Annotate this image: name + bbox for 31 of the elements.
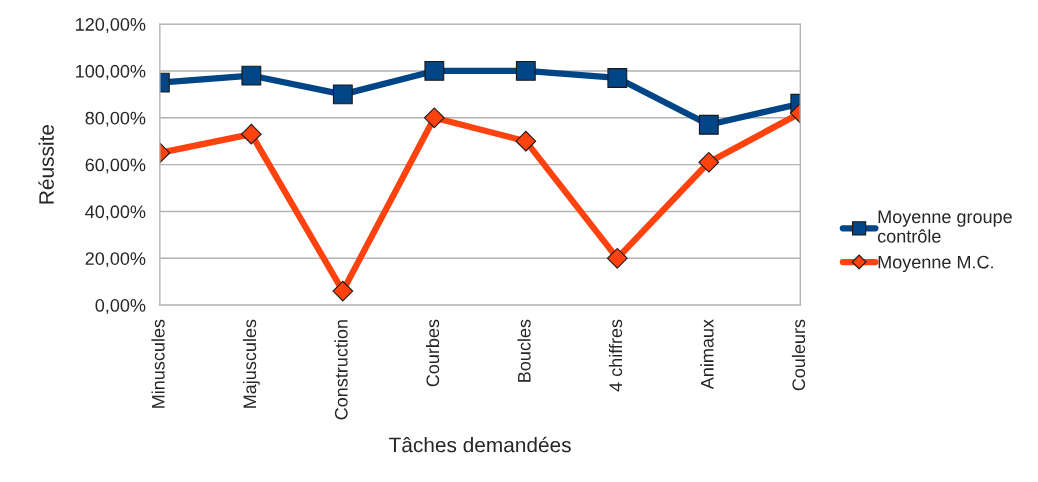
- y-tick-label: 0,00%: [95, 299, 146, 314]
- point: [698, 151, 720, 173]
- x-tick-label: Couleurs: [791, 319, 806, 391]
- point: [332, 84, 353, 105]
- y-tick-label: 80,00%: [85, 111, 146, 127]
- x-tick-label: 4 chiffres: [608, 319, 623, 392]
- point: [698, 114, 719, 135]
- point: [241, 65, 262, 86]
- y-tick-label: 20,00%: [85, 252, 146, 268]
- point: [606, 247, 628, 269]
- x-tick-label: Majuscules: [242, 319, 260, 408]
- point: [515, 61, 536, 81]
- point: [424, 61, 445, 81]
- x-tick-label: Courbes: [425, 319, 440, 387]
- y-tick-label: 40,00%: [85, 205, 146, 221]
- x-tick-label: Boucles: [517, 319, 531, 382]
- y-axis-title: Réussite: [38, 125, 54, 204]
- point: [423, 107, 445, 129]
- x-tick-label: Animaux: [700, 319, 714, 390]
- point: [240, 123, 262, 145]
- x-axis-title: Tâches demandées: [389, 436, 571, 453]
- legend-label: Moyenne groupe contrôle: [877, 210, 1012, 243]
- x-tick-label: Minuscules: [151, 319, 165, 408]
- point: [607, 68, 628, 88]
- y-tick-label: 100,00%: [76, 64, 146, 80]
- y-tick-label: 120,00%: [76, 18, 146, 33]
- point: [332, 280, 354, 302]
- legend-label: Moyenne M.C.: [878, 255, 993, 273]
- y-tick-label: 60,00%: [85, 158, 146, 174]
- x-tick-label: Construction: [334, 320, 348, 420]
- point: [515, 130, 537, 152]
